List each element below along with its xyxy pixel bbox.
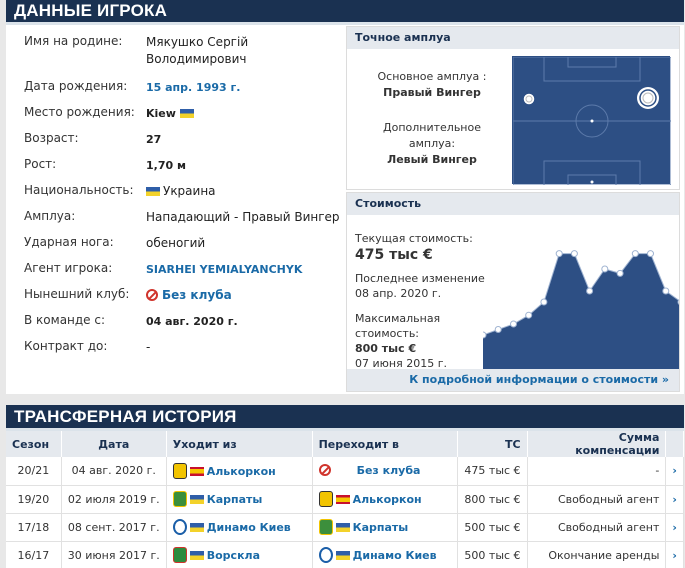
birth-date-link[interactable]: 15 апр. 1993 г. — [146, 81, 241, 94]
market-value-chart — [483, 250, 680, 369]
market-value-point[interactable] — [586, 287, 594, 295]
market-value-title: Стоимость — [347, 193, 679, 215]
spain-flag-icon — [335, 495, 350, 504]
to-club-link[interactable]: Без клуба — [356, 464, 421, 478]
market-value-details-link[interactable]: К подробной информации о стоимости » — [347, 369, 679, 391]
max-market-value: 800 тыс € — [355, 342, 417, 355]
alcorcon-crest-icon — [172, 462, 187, 479]
chevron-right-icon[interactable]: › — [672, 548, 677, 562]
from-club-link[interactable]: Ворскла — [206, 549, 261, 562]
from-club-link[interactable]: Алькоркон — [206, 464, 276, 478]
market-value-point[interactable] — [647, 250, 654, 258]
market-value-area — [483, 253, 679, 369]
from-club-link[interactable]: Динамо Киев — [206, 521, 291, 534]
to-club-link[interactable]: Карпаты — [352, 521, 409, 534]
market-value-point[interactable] — [631, 250, 639, 258]
transfer-table: Сезон Дата Уходит из Переходит в ТС Сумм… — [6, 431, 684, 568]
spain-flag-icon — [189, 466, 204, 476]
ukraine-flag-icon — [335, 523, 350, 532]
transfer-history-title: ТРАНСФЕРНАЯ ИСТОРИЯ — [6, 405, 684, 431]
dynamo-kyiv-crest-icon — [172, 519, 187, 535]
no-club-icon — [146, 289, 158, 301]
current-market-value: 475 тыс € — [355, 247, 433, 263]
vorskla-crest-icon — [172, 547, 187, 563]
ukraine-flag-icon — [189, 551, 204, 560]
player-data-panel: ДАННЫЕ ИГРОКА Имя на родине: Мякушко Сер… — [6, 0, 684, 394]
chevron-right-icon[interactable]: › — [672, 520, 677, 534]
pitch-diagram — [512, 56, 672, 186]
market-value-point[interactable] — [494, 326, 502, 333]
transfer-history-panel: ТРАНСФЕРНАЯ ИСТОРИЯ Сезон Дата Уходит из… — [6, 405, 684, 568]
karpaty-crest-icon — [172, 491, 187, 507]
from-club-link[interactable]: Карпаты — [206, 493, 263, 506]
table-row[interactable]: 20/21 04 авг. 2020 г. Алькоркон Без клуб… — [6, 457, 684, 486]
main-position: Правый Вингер — [383, 86, 481, 99]
to-club-link[interactable]: Алькоркон — [352, 493, 422, 506]
ukraine-flag-icon — [189, 523, 204, 532]
agent-link[interactable]: SIARHEI YEMIALYANCHYK — [146, 263, 303, 276]
chevron-right-icon[interactable]: › — [672, 464, 677, 478]
ukraine-flag-icon — [146, 187, 160, 196]
market-value-point[interactable] — [483, 331, 487, 339]
position-box: Точное амплуа Основное амплуа : Правый В… — [346, 26, 680, 190]
position-box-title: Точное амплуа — [347, 27, 679, 49]
ukraine-flag-icon — [179, 109, 194, 118]
ukraine-flag-icon — [335, 551, 350, 560]
pitch-svg — [512, 56, 672, 186]
market-value-point[interactable] — [570, 250, 578, 258]
to-club-link[interactable]: Динамо Киев — [352, 549, 437, 562]
market-value-point[interactable] — [525, 311, 533, 319]
other-position: Левый Вингер — [387, 153, 477, 166]
player-data-title: ДАННЫЕ ИГРОКА — [6, 0, 684, 25]
no-club-icon — [318, 464, 331, 477]
market-value-point[interactable] — [555, 250, 563, 258]
market-value-point[interactable] — [662, 287, 670, 295]
market-value-box: Стоимость Текущая стоимость: 475 тыс € П… — [346, 192, 680, 392]
dynamo-kyiv-crest-icon — [318, 547, 333, 563]
current-club-link[interactable]: Без клуба — [162, 288, 232, 302]
chevron-right-icon[interactable]: › — [672, 492, 677, 506]
table-row[interactable]: 19/20 02 июля 2019 г. Карпаты Алькоркон … — [6, 485, 684, 514]
table-row[interactable]: 16/17 30 июня 2017 г. Ворскла Динамо Кие… — [6, 541, 684, 568]
market-value-point[interactable] — [510, 320, 517, 328]
table-row[interactable]: 17/18 08 сент. 2017 г. Динамо Киев Карпа… — [6, 513, 684, 542]
market-value-point[interactable] — [540, 298, 548, 306]
alcorcon-crest-icon — [318, 491, 333, 507]
market-value-point[interactable] — [616, 269, 624, 277]
market-value-point[interactable] — [677, 299, 680, 305]
transfer-table-header: Сезон Дата Уходит из Переходит в ТС Сумм… — [6, 431, 684, 457]
market-value-point[interactable] — [601, 265, 609, 273]
ukraine-flag-icon — [189, 495, 204, 504]
karpaty-crest-icon — [318, 519, 333, 535]
